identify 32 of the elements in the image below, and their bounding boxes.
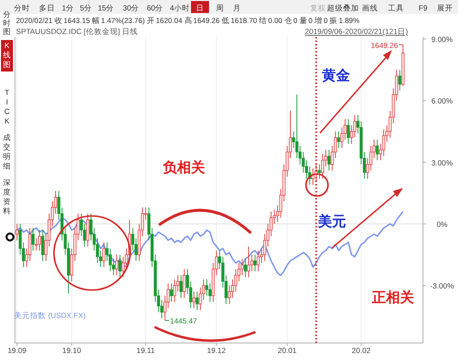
candlestick (170, 283, 173, 302)
candlestick (254, 254, 257, 272)
candlestick (321, 154, 324, 180)
candlestick (16, 223, 18, 241)
candlestick (382, 129, 386, 157)
candlestick (38, 230, 42, 251)
annotation: 负相关 (162, 159, 205, 175)
candlestick (182, 268, 186, 298)
candlestick (337, 131, 340, 148)
candlestick (247, 246, 250, 278)
candlestick (173, 278, 176, 302)
annotation: 正相关 (371, 289, 414, 305)
candlestick (208, 283, 212, 302)
candlestick (86, 213, 90, 247)
candlestick (244, 258, 247, 278)
candlestick (32, 228, 35, 251)
candlestick (118, 254, 122, 278)
candlestick (398, 69, 402, 91)
candlestick (102, 242, 106, 268)
candlestick (256, 250, 260, 272)
candlestick (376, 139, 379, 161)
candlestick (180, 274, 183, 298)
candlestick (346, 118, 350, 144)
candlestick (196, 291, 199, 311)
candlestick (41, 230, 44, 262)
annotation: 黄金 (321, 67, 351, 83)
candlestick (328, 150, 331, 171)
candlestick (115, 254, 118, 276)
candlestick (192, 291, 196, 308)
annotation: 美元 (317, 213, 346, 229)
candlestick (318, 164, 321, 180)
line-series (16, 210, 404, 276)
